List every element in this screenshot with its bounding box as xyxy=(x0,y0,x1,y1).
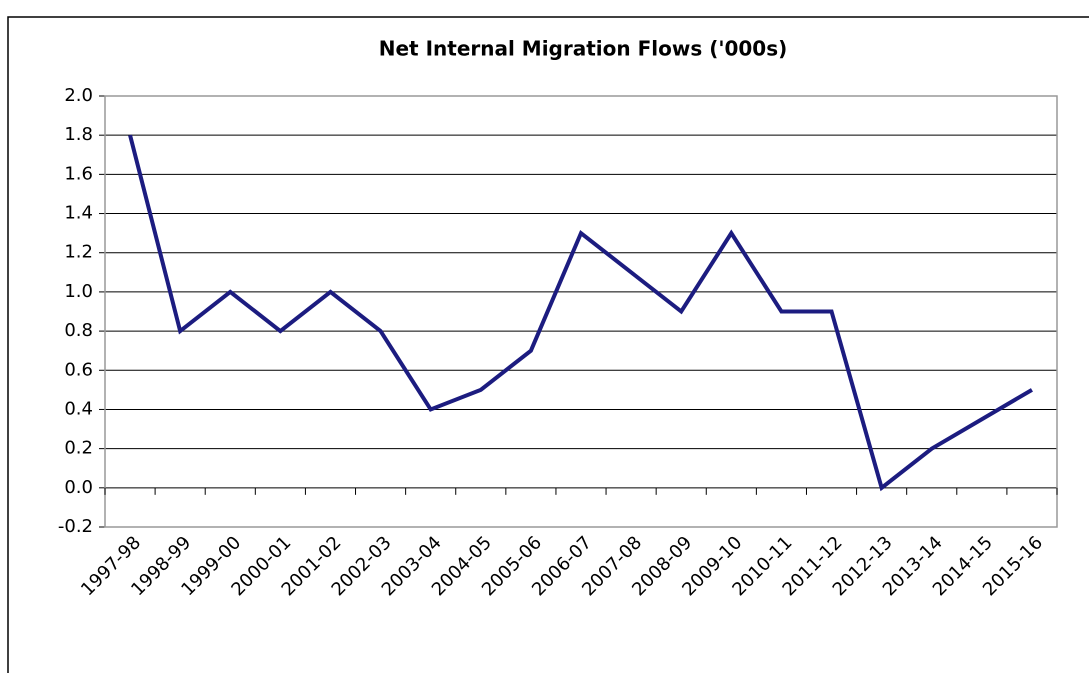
plot-border xyxy=(104,95,1058,528)
y-tick-label: 1.6 xyxy=(64,163,93,184)
y-tick-label: 0.8 xyxy=(64,320,93,341)
y-tick-label: 0.2 xyxy=(64,438,93,459)
y-tick-label: 1.0 xyxy=(64,281,93,302)
y-tick-label: 1.8 xyxy=(64,124,93,145)
data-line xyxy=(128,134,1033,492)
y-tick-label: -0.2 xyxy=(58,516,93,537)
y-tick-label: 0.0 xyxy=(64,477,93,498)
y-tick-label: 1.2 xyxy=(64,242,93,263)
y-tick-label: 2.0 xyxy=(64,85,93,106)
y-tick-label: 1.4 xyxy=(64,203,93,224)
frame xyxy=(7,16,1089,673)
y-tick-label: 0.6 xyxy=(64,359,93,380)
y-tick-label: 0.4 xyxy=(64,398,93,419)
chart-title: Net Internal Migration Flows ('000s) xyxy=(379,37,788,61)
